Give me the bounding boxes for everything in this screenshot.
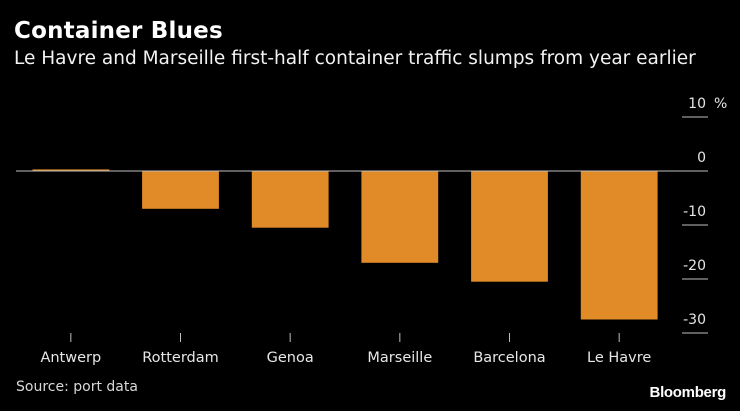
bloomberg-logo: Bloomberg [649, 384, 727, 401]
y-tick-label: 0 [697, 150, 706, 166]
bar-barcelona [471, 171, 548, 282]
bar-le-havre [580, 171, 658, 320]
x-tick-label: Marseille [367, 350, 432, 366]
bar-marseille [361, 171, 439, 263]
y-tick-label: -10 [683, 204, 706, 220]
chart-subtitle: Le Havre and Marseille first-half contai… [14, 48, 696, 69]
x-tick-label: Antwerp [40, 350, 101, 366]
x-tick-label: Le Havre [587, 350, 651, 366]
y-tick-label: 10 [688, 96, 706, 112]
x-tick-label: Genoa [267, 350, 314, 366]
bar-rotterdam [142, 171, 219, 209]
x-tick-label: Barcelona [473, 350, 545, 366]
bar-genoa [251, 171, 329, 228]
source-note: Source: port data [16, 379, 138, 395]
y-unit-label: % [714, 96, 727, 112]
chart-title: Container Blues [14, 18, 223, 44]
bar-antwerp [32, 169, 110, 171]
x-tick-label: Rotterdam [142, 350, 219, 366]
y-tick-label: -30 [683, 312, 706, 328]
y-tick-label: -20 [683, 258, 706, 274]
